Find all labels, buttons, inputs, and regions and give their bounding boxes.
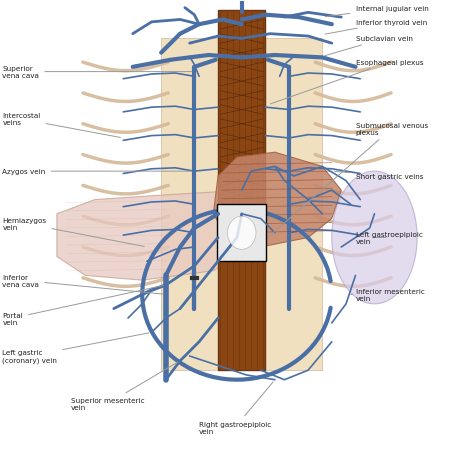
Text: Inferior
vena cava: Inferior vena cava	[2, 274, 163, 295]
Text: Superior mesenteric
vein: Superior mesenteric vein	[71, 362, 178, 410]
Text: Hemiazygos
vein: Hemiazygos vein	[2, 218, 144, 247]
Bar	[218, 11, 265, 370]
Text: Inferior mesenteric
vein: Inferior mesenteric vein	[351, 288, 424, 301]
Text: Right gastroepiploic
vein: Right gastroepiploic vein	[199, 382, 273, 434]
Polygon shape	[57, 191, 265, 280]
Text: Internal jugular vein: Internal jugular vein	[325, 6, 428, 18]
Text: Esophageal plexus: Esophageal plexus	[271, 60, 423, 105]
Ellipse shape	[332, 172, 417, 304]
Text: Azygos vein: Azygos vein	[2, 169, 191, 175]
Text: Left gastroepiploic
vein: Left gastroepiploic vein	[356, 231, 422, 245]
Text: Inferior thyroid vein: Inferior thyroid vein	[325, 20, 427, 35]
Polygon shape	[213, 153, 341, 248]
Text: Submucosal venous
plexus: Submucosal venous plexus	[270, 123, 428, 236]
Bar	[217, 205, 266, 262]
FancyBboxPatch shape	[161, 40, 322, 370]
Text: Short gastric veins: Short gastric veins	[335, 172, 423, 179]
Text: Superior
vena cava: Superior vena cava	[2, 66, 191, 79]
Text: Subclavian vein: Subclavian vein	[325, 36, 412, 57]
Text: Portal
vein: Portal vein	[2, 286, 163, 325]
Text: Intercostal
veins: Intercostal veins	[2, 113, 120, 138]
Ellipse shape	[228, 217, 256, 250]
Text: Left gastric
(coronary) vein: Left gastric (coronary) vein	[2, 333, 149, 363]
